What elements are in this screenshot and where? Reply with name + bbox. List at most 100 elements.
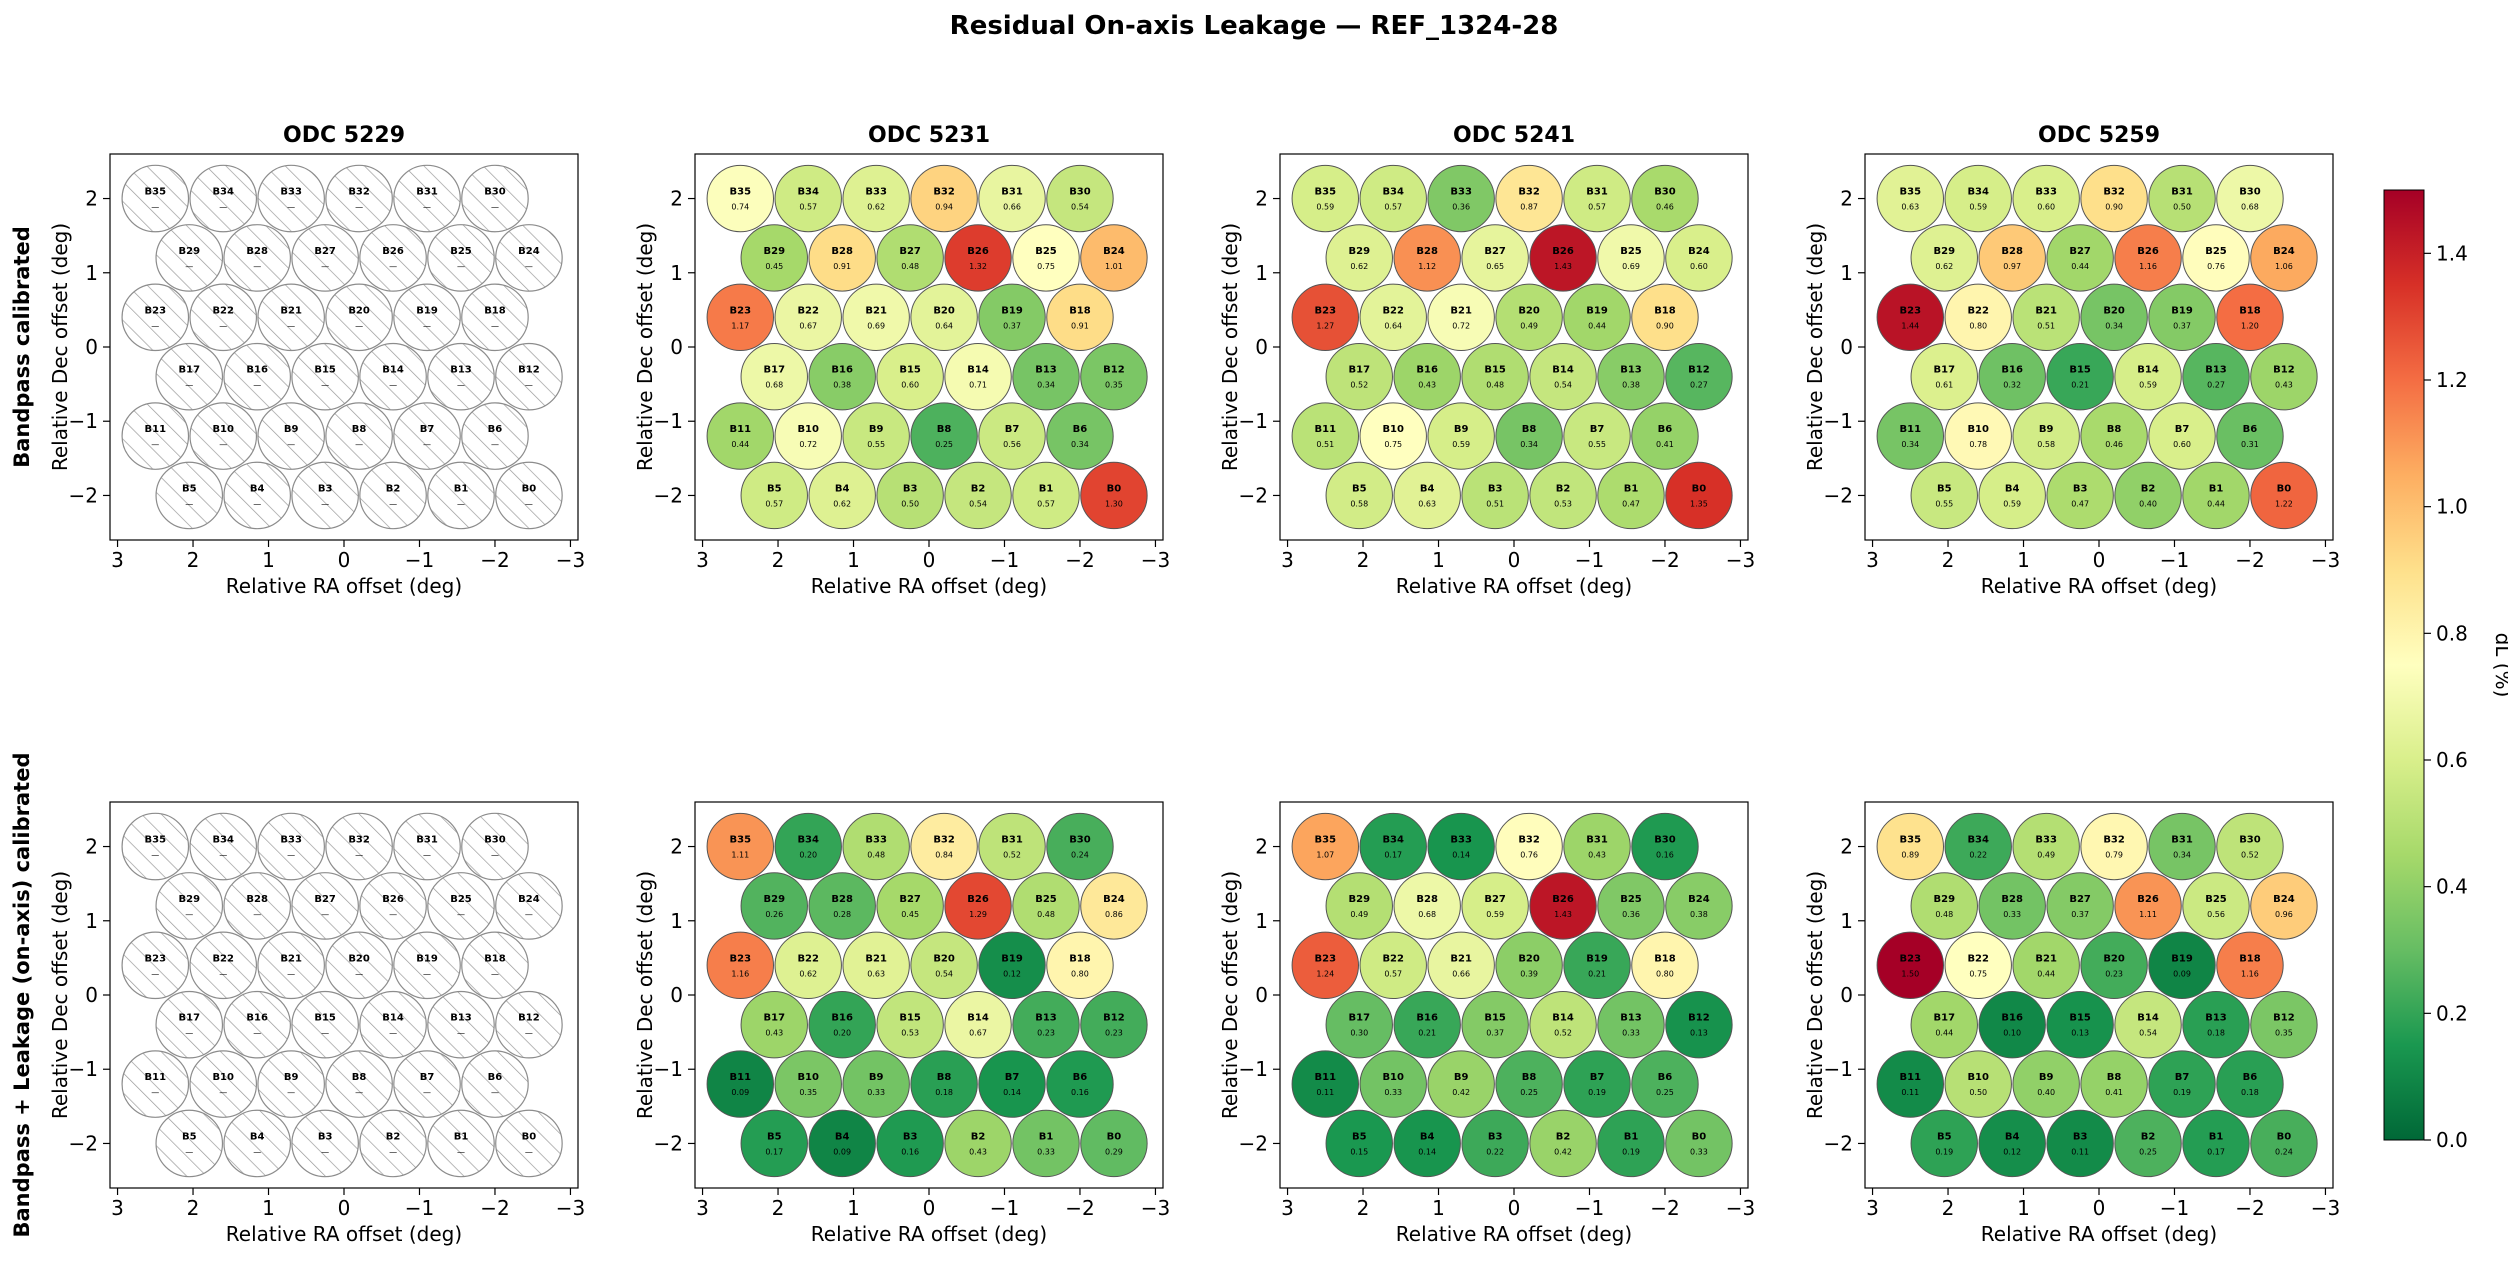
beam-circle [2148,402,2216,470]
beam-circle [325,812,393,881]
beam-value: 0.24 [1071,851,1089,860]
beam-value: 0.54 [2139,1029,2157,1038]
beam-circle [2114,1109,2182,1178]
beam-value: 0.15 [1350,1147,1368,1156]
beam-b16: B16 0.38 [808,342,876,411]
beam-b32: B32 0.90 [2080,164,2148,233]
beam-label: B20 [2103,305,2125,316]
beam-b15: B15 0.60 [876,342,944,411]
beam-circle [1631,402,1699,470]
beam-b10: B10 0.78 [1944,402,2012,470]
beam-b32: B32 0.79 [2080,812,2148,881]
beam-circle [325,283,393,352]
beam-label: B3 [318,483,333,494]
beam-value: — [423,321,431,330]
beam-label: B14 [2137,365,2159,376]
beam-b26: B26 1.29 [944,872,1012,940]
beam-label: B30 [484,835,506,846]
y-tick-label: −2 [1824,483,1853,507]
beam-circle [2148,1050,2216,1118]
beam-b17: B17 0.61 [1910,342,1978,411]
beam-value: — [151,203,159,212]
beam-b21: B21 0.63 [842,931,910,1000]
beam-value: 0.46 [2105,440,2123,449]
y-tick-label: 1 [670,909,683,933]
beam-label: B21 [280,305,302,316]
beam-value: 0.33 [867,1088,885,1097]
beam-b31: B31 — [393,812,461,881]
beam-circle [2114,224,2182,292]
beam-b13: B13 0.23 [1012,990,1080,1059]
beam-circle [910,931,978,1000]
beam-value: — [151,321,159,330]
beam-value: — [287,1088,295,1097]
row-label-bottom: Bandpass + Leakage (on-axis) calibrated [10,753,34,1238]
beam-label: B32 [1518,187,1540,198]
beam-b3: B3 — [291,461,359,530]
beam-b5: B5 — [155,1109,224,1178]
beam-b5: B5 — [155,461,224,530]
beam-label: B31 [1001,835,1023,846]
beam-label: B8 [2107,424,2122,435]
beam-value: — [457,262,465,271]
beam-b0: B0 1.30 [1080,461,1148,530]
beam-circle [257,164,325,233]
beam-circle [1978,1109,2046,1178]
beam-circle [1876,283,1945,352]
beam-circle [740,342,808,411]
x-tick-label: −3 [556,1196,585,1220]
beam-b24: B24 0.86 [1080,872,1148,940]
y-axis-label: Relative Dec offset (deg) [633,871,657,1119]
y-axis-label: Relative Dec offset (deg) [48,871,72,1119]
beam-b26: B26 — [359,224,427,292]
beam-label: B35 [145,835,167,846]
beam-b33: B33 0.62 [842,164,910,233]
beam-circle [2216,931,2284,1000]
x-tick-label: 1 [847,1196,860,1220]
beam-value: 0.33 [1384,1088,1402,1097]
beam-circle [1325,224,1393,292]
beam-label: B20 [933,953,955,964]
beam-label: B19 [1001,953,1023,964]
beam-value: 1.50 [1901,969,1919,978]
beam-circle [2114,872,2182,940]
colorbar-tick-label: 1.2 [2436,368,2468,392]
colorbar-tick-label: 0.8 [2436,621,2468,645]
beam-circle [1910,461,1978,530]
beam-circle [359,342,427,411]
beam-value: 0.54 [1071,203,1089,212]
beam-label: B18 [1069,953,1091,964]
beam-circle [944,461,1012,530]
y-tick-label: 0 [670,983,683,1007]
beam-label: B28 [2001,246,2023,257]
beam-value: 0.57 [1588,203,1606,212]
beam-value: 0.50 [2173,203,2191,212]
beam-b5: B5 0.15 [1325,1109,1393,1178]
beam-label: B12 [1103,365,1125,376]
beam-circle [1393,1109,1461,1178]
beam-b20: B20 — [325,283,393,352]
y-tick-label: −2 [1239,483,1268,507]
beam-b16: B16 0.20 [808,990,876,1059]
beam-circle [495,461,563,530]
beam-circle [1978,872,2046,940]
beam-label: B8 [937,1072,952,1083]
beam-label: B11 [730,424,752,435]
beam-label: B31 [2171,187,2193,198]
beam-circle [740,990,808,1059]
beam-label: B34 [797,835,819,846]
beam-circle [842,164,910,233]
beam-label: B15 [1484,365,1506,376]
beam-b33: B33 0.14 [1427,812,1495,881]
beam-label: B15 [314,365,336,376]
x-tick-label: −1 [990,548,1019,572]
beam-b29: B29 0.45 [740,224,808,292]
beam-circle [978,164,1046,233]
beam-circle [842,1050,910,1118]
beam-value: 0.37 [2071,910,2089,919]
beam-label: B11 [1315,424,1337,435]
beam-circle [1876,1050,1945,1118]
beam-circle [876,1109,944,1178]
beam-label: B30 [1654,835,1676,846]
beam-label: B3 [2073,483,2088,494]
